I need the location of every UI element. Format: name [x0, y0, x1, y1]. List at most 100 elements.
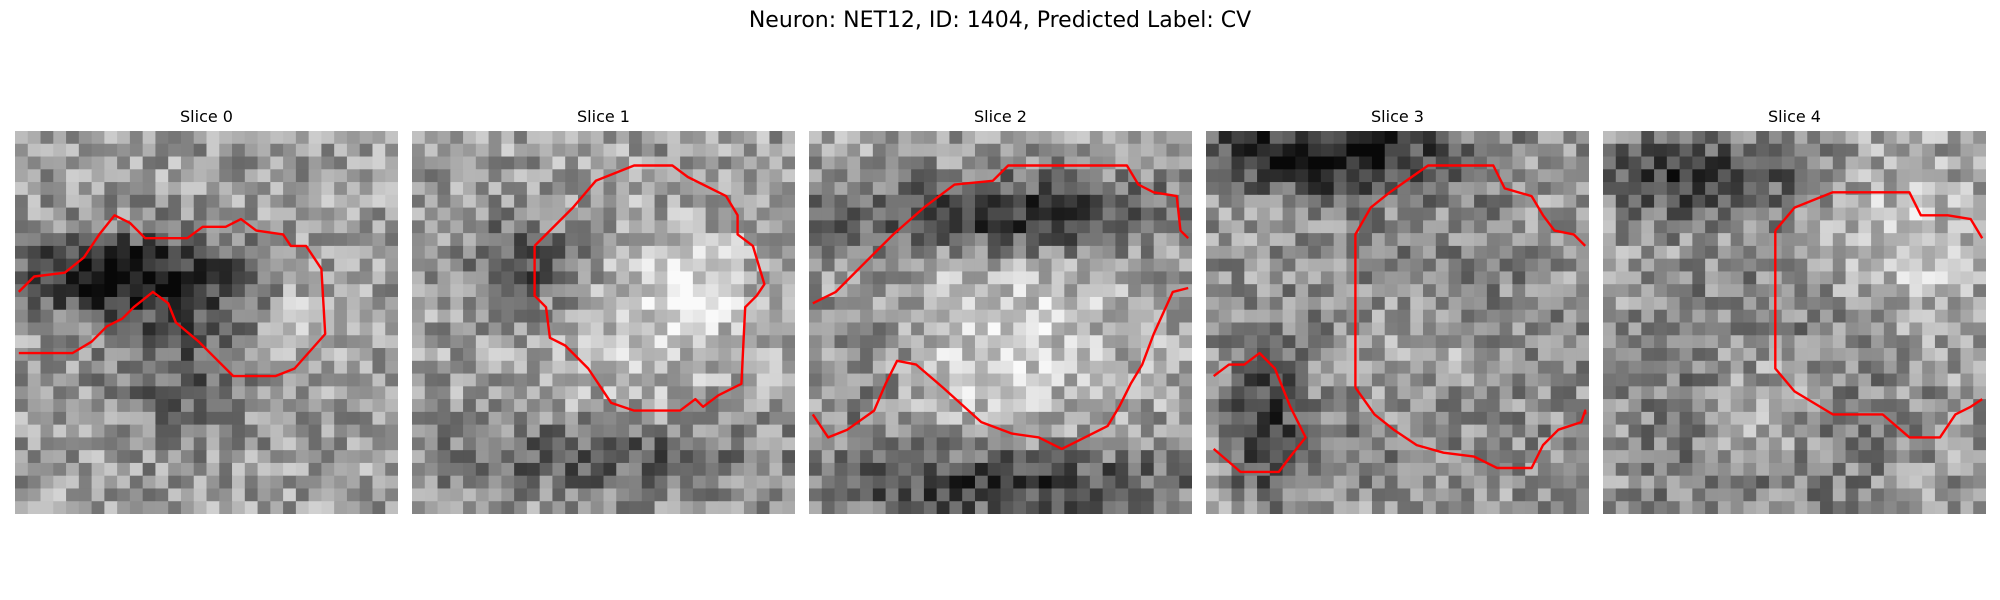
image-pixel [898, 131, 912, 145]
image-pixel [1794, 501, 1808, 514]
image-pixel [872, 258, 887, 273]
image-pixel [1641, 322, 1655, 336]
image-pixel [270, 220, 284, 234]
image-pixel [1603, 488, 1617, 502]
image-pixel [40, 156, 54, 170]
image-pixel [1615, 360, 1630, 375]
image-pixel [475, 348, 490, 362]
image-pixel [283, 296, 297, 311]
image-pixel [1140, 233, 1155, 247]
image-pixel [1013, 233, 1027, 247]
image-pixel [359, 360, 374, 375]
image-pixel [526, 501, 541, 514]
image-pixel [1486, 271, 1501, 285]
image-pixel [206, 143, 220, 158]
image-pixel [193, 245, 208, 260]
image-pixel [463, 373, 477, 387]
image-pixel [1845, 373, 1859, 387]
image-pixel [308, 373, 322, 387]
image-pixel [1179, 450, 1192, 464]
image-pixel [898, 207, 912, 221]
image-pixel [372, 399, 386, 413]
image-pixel [1000, 335, 1014, 349]
image-pixel [117, 194, 131, 209]
image-pixel [437, 488, 451, 502]
image-pixel [1140, 169, 1155, 183]
image-pixel [1320, 143, 1335, 158]
image-pixel [692, 450, 707, 464]
image-pixel [1525, 207, 1539, 221]
image-pixel [359, 284, 374, 298]
image-pixel [1333, 194, 1348, 209]
image-pixel [1679, 475, 1693, 490]
image-pixel [1768, 194, 1783, 209]
image-pixel [1077, 271, 1091, 285]
image-pixel [1333, 322, 1348, 336]
image-pixel [1717, 258, 1732, 273]
image-pixel [1934, 143, 1949, 158]
image-pixel [359, 156, 374, 170]
image-pixel [872, 296, 887, 311]
image-pixel [1576, 233, 1589, 247]
image-pixel [155, 284, 169, 298]
image-pixel [142, 488, 157, 502]
image-pixel [1947, 322, 1962, 336]
image-pixel [1474, 348, 1488, 362]
image-pixel [1384, 143, 1399, 158]
image-pixel [501, 399, 515, 413]
image-pixel [501, 322, 515, 336]
image-pixel [1257, 233, 1271, 247]
image-pixel [552, 437, 566, 451]
image-pixel [705, 437, 719, 451]
image-pixel [731, 450, 745, 464]
image-pixel [1371, 207, 1386, 221]
image-pixel [1026, 475, 1040, 490]
image-pixel [1410, 360, 1424, 375]
image-pixel [936, 169, 951, 183]
image-pixel [1563, 386, 1577, 400]
image-pixel [1576, 220, 1589, 234]
image-pixel [949, 194, 963, 209]
image-pixel [1525, 143, 1539, 158]
image-pixel [1550, 462, 1565, 477]
image-pixel [1140, 437, 1155, 451]
image-pixel [1102, 399, 1116, 413]
image-pixel [1282, 284, 1296, 298]
image-pixel [809, 182, 823, 196]
image-pixel [1128, 207, 1142, 221]
image-pixel [1883, 245, 1898, 260]
image-pixel [1756, 335, 1770, 349]
image-pixel [1089, 360, 1104, 375]
image-pixel [1563, 156, 1577, 170]
image-pixel [667, 207, 681, 221]
image-pixel [1089, 450, 1104, 464]
image-pixel [295, 348, 310, 362]
image-pixel [1550, 399, 1565, 413]
image-pixel [117, 462, 131, 477]
image-pixel [1794, 284, 1808, 298]
image-pixel [577, 245, 592, 260]
image-pixel [872, 450, 887, 464]
image-pixel [1832, 450, 1847, 464]
image-pixel [1051, 156, 1065, 170]
image-pixel [1717, 207, 1732, 221]
image-pixel [1397, 450, 1411, 464]
image-pixel [1244, 450, 1258, 464]
image-pixel [1820, 386, 1834, 400]
image-pixel [603, 411, 617, 426]
image-pixel [1896, 194, 1910, 209]
image-pixel [718, 245, 732, 260]
image-pixel [705, 462, 719, 477]
image-pixel [1257, 296, 1271, 311]
image-pixel [1295, 245, 1309, 260]
image-pixel [1038, 386, 1053, 400]
image-pixel [40, 475, 54, 490]
image-pixel [1820, 335, 1834, 349]
image-pixel [1973, 309, 1986, 324]
image-pixel [475, 322, 490, 336]
image-pixel [168, 411, 182, 426]
image-pixel [1218, 424, 1233, 438]
image-pixel [731, 258, 745, 273]
image-pixel [1128, 131, 1142, 145]
image-pixel [1603, 462, 1617, 477]
